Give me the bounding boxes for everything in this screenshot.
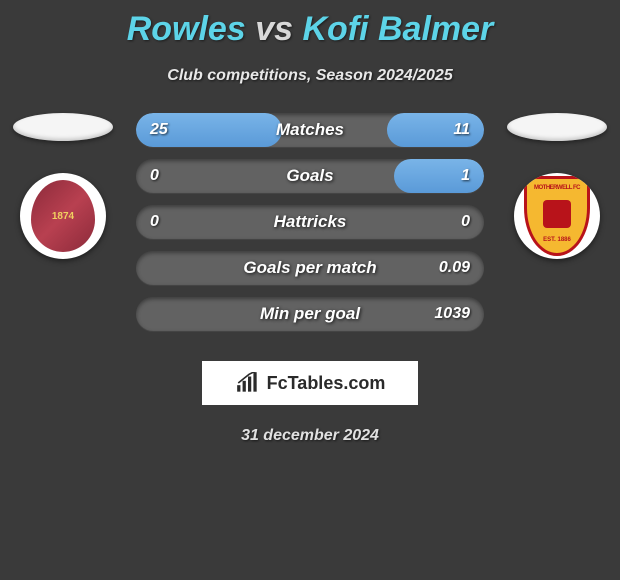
date-text: 31 december 2024 bbox=[0, 427, 620, 445]
badge-top-text: MOTHERWELL FC bbox=[534, 185, 580, 191]
right-side-column: MOTHERWELL FC EST. 1886 bbox=[502, 113, 612, 259]
stat-label: Goals bbox=[136, 166, 484, 186]
vs-text: vs bbox=[255, 10, 293, 48]
left-side-column: 1874 bbox=[8, 113, 118, 259]
player2-club-badge: MOTHERWELL FC EST. 1886 bbox=[514, 173, 600, 259]
stats-column: 25Matches11 0Goals1 0Hattricks0 Goals per m… bbox=[118, 113, 502, 343]
stat-label: Hattricks bbox=[136, 212, 484, 232]
player2-photo-placeholder bbox=[507, 113, 607, 141]
stat-label: Min per goal bbox=[136, 304, 484, 324]
player2-name: Kofi Balmer bbox=[302, 10, 493, 48]
hearts-crest-icon: 1874 bbox=[31, 180, 95, 252]
subtitle: Club competitions, Season 2024/2025 bbox=[0, 67, 620, 85]
badge-year: 1874 bbox=[52, 211, 74, 222]
stat-bar: 0Hattricks0 bbox=[136, 205, 484, 239]
branding-box: FcTables.com bbox=[202, 361, 418, 405]
branding-text: FcTables.com bbox=[267, 373, 386, 394]
stat-bar: Goals per match0.09 bbox=[136, 251, 484, 285]
comparison-content: 1874 25Matches11 0Goals1 0Hattricks0 Goals … bbox=[0, 113, 620, 343]
stat-bar: Min per goal1039 bbox=[136, 297, 484, 331]
player1-name: Rowles bbox=[127, 10, 246, 48]
stat-bar: 25Matches11 bbox=[136, 113, 484, 147]
motherwell-crest-icon: MOTHERWELL FC EST. 1886 bbox=[524, 176, 590, 256]
stat-bar: 0Goals1 bbox=[136, 159, 484, 193]
badge-bottom-text: EST. 1886 bbox=[543, 237, 571, 243]
player1-photo-placeholder bbox=[13, 113, 113, 141]
stat-label: Matches bbox=[136, 120, 484, 140]
player1-club-badge: 1874 bbox=[20, 173, 106, 259]
stat-label: Goals per match bbox=[136, 258, 484, 278]
chart-icon bbox=[235, 372, 261, 394]
crest-emblem-icon bbox=[543, 200, 571, 228]
page-title: Rowles vs Kofi Balmer bbox=[0, 0, 620, 49]
